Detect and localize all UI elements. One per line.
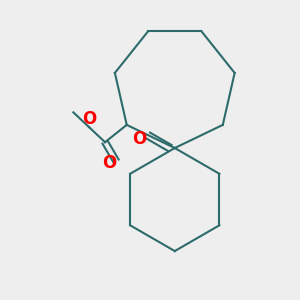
Text: O: O: [102, 154, 116, 172]
Text: O: O: [82, 110, 96, 128]
Text: O: O: [132, 130, 147, 148]
